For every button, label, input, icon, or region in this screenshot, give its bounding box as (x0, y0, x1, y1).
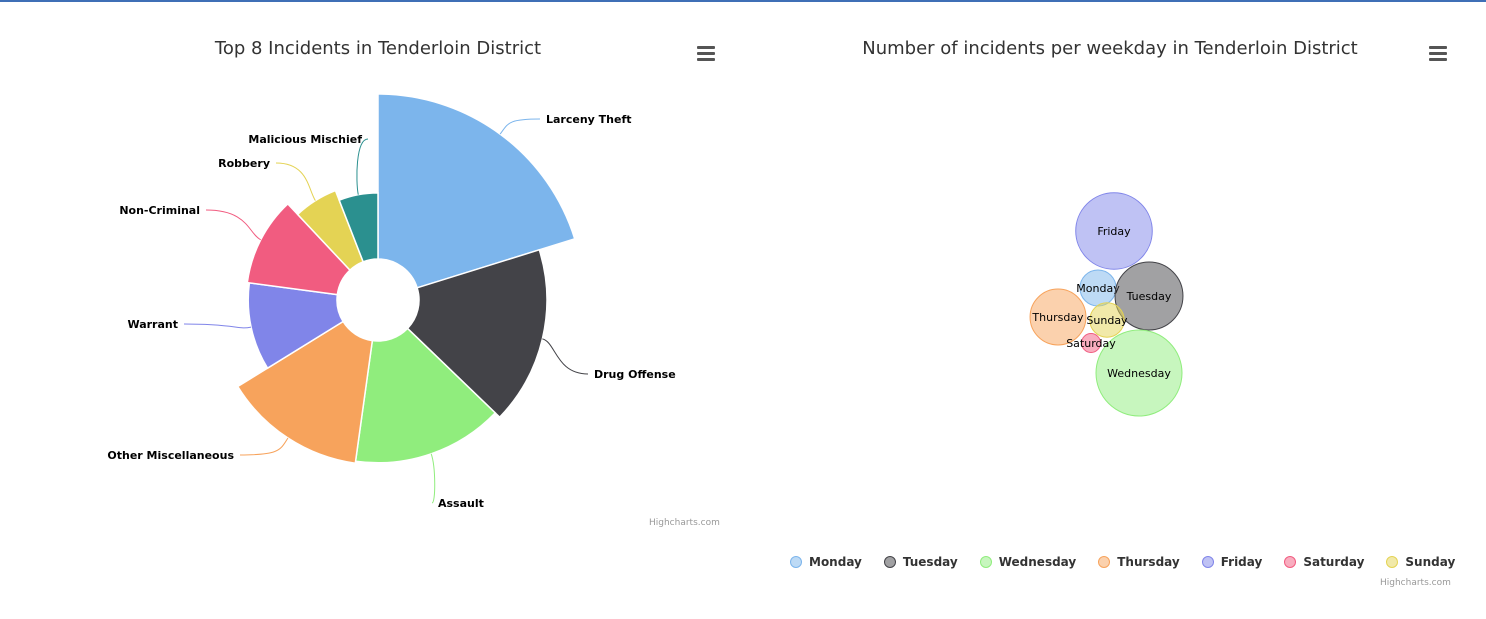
legend-item-friday[interactable]: Friday (1201, 555, 1263, 569)
legend-item-thursday[interactable]: Thursday (1098, 555, 1180, 569)
pie-slice-drug-offense[interactable] (406, 248, 548, 419)
bubble-label-monday: Monday (1076, 282, 1120, 295)
legend-marker-sunday (1386, 556, 1399, 568)
bubble-label-saturday: Saturday (1066, 337, 1116, 350)
legend-marker-tuesday (883, 556, 896, 568)
bubble-tuesday[interactable] (1114, 261, 1184, 331)
bubble-wednesday[interactable] (1095, 329, 1183, 417)
bubble-chart-menu-icon[interactable] (1426, 43, 1450, 63)
pie-chart-panel: Top 8 Incidents in Tenderloin District L… (0, 0, 740, 619)
legend-label-sunday: Sunday (1405, 555, 1456, 569)
pie-label-warrant: Warrant (127, 318, 178, 331)
bubble-chart-plot: Monday Tuesday Wednesday Thursday Friday Satu… (1029, 192, 1184, 417)
legend-label-thursday: Thursday (1117, 555, 1180, 569)
pie-slice-assault[interactable] (354, 327, 497, 464)
bubble-label-friday: Friday (1097, 225, 1131, 238)
pie-connector-larceny-theft (499, 118, 541, 135)
legend-marker-friday (1201, 556, 1214, 568)
legend-label-monday: Monday (809, 555, 862, 569)
legend-marker-wednesday (979, 556, 992, 568)
pie-label-larceny-theft: Larceny Theft (546, 113, 632, 126)
legend-item-saturday[interactable]: Saturday (1284, 555, 1364, 569)
legend-marker-monday (790, 556, 802, 568)
top-border-line (0, 0, 1486, 2)
pie-chart-plot: Larceny Theft Drug Offense Assault Other Mi… (107, 93, 676, 510)
pie-label-robbery: Robbery (218, 157, 270, 170)
pie-connector-assault (430, 453, 436, 504)
bubble-chart-legend: Monday Tuesday Wednesday Thursday Friday Satu… (790, 551, 1477, 573)
legend-label-wednesday: Wednesday (998, 555, 1077, 569)
legend-item-wednesday[interactable]: Wednesday (979, 555, 1077, 569)
bubble-chart-panel: Number of incidents per weekday in Tende… (740, 0, 1486, 619)
bubble-thursday[interactable] (1029, 288, 1087, 346)
bubble-label-tuesday: Tuesday (1126, 290, 1172, 303)
legend-item-tuesday[interactable]: Tuesday (883, 555, 958, 569)
pie-slice-other-miscellaneous[interactable] (236, 320, 374, 465)
legend-marker-saturday (1284, 556, 1297, 568)
pie-connector-other-miscellaneous (239, 437, 289, 456)
pie-slice-non-criminal[interactable] (246, 202, 351, 296)
pie-label-non-criminal: Non-Criminal (119, 204, 200, 217)
bubble-saturday[interactable] (1081, 333, 1101, 353)
legend-marker-thursday (1098, 556, 1111, 568)
bubble-label-thursday: Thursday (1031, 311, 1084, 324)
legend-label-saturday: Saturday (1303, 555, 1365, 569)
pie-label-other-miscellaneous: Other Miscellaneous (107, 449, 234, 462)
bubble-chart-title: Number of incidents per weekday in Tende… (862, 38, 1358, 59)
bubble-friday[interactable] (1075, 192, 1153, 270)
pie-connector-drug-offense (542, 338, 589, 375)
pie-chart-title: Top 8 Incidents in Tenderloin District (214, 38, 542, 59)
bubble-label-sunday: Sunday (1086, 314, 1128, 327)
pie-connector-robbery (275, 162, 316, 201)
bubble-chart-credits[interactable]: Highcharts.com (1380, 578, 1451, 588)
pie-slice-larceny-theft[interactable] (377, 93, 576, 289)
legend-label-tuesday: Tuesday (902, 555, 958, 569)
legend-item-monday[interactable]: Monday (790, 555, 862, 569)
pie-chart-credits[interactable]: Highcharts.com (649, 518, 720, 528)
pie-chart-menu-icon[interactable] (694, 43, 718, 63)
bubble-label-wednesday: Wednesday (1107, 367, 1171, 380)
pie-label-drug-offense: Drug Offense (594, 368, 676, 381)
pie-slice-malicious-mischief[interactable] (338, 192, 379, 263)
pie-connector-malicious-mischief (356, 138, 369, 195)
pie-label-malicious-mischief: Malicious Mischief (248, 133, 362, 146)
pie-label-assault: Assault (438, 497, 484, 510)
pie-connector-non-criminal (205, 209, 261, 241)
bubble-sunday[interactable] (1089, 302, 1125, 338)
pie-connector-warrant (183, 323, 252, 329)
legend-item-sunday[interactable]: Sunday (1386, 555, 1455, 569)
legend-label-friday: Friday (1220, 555, 1263, 569)
